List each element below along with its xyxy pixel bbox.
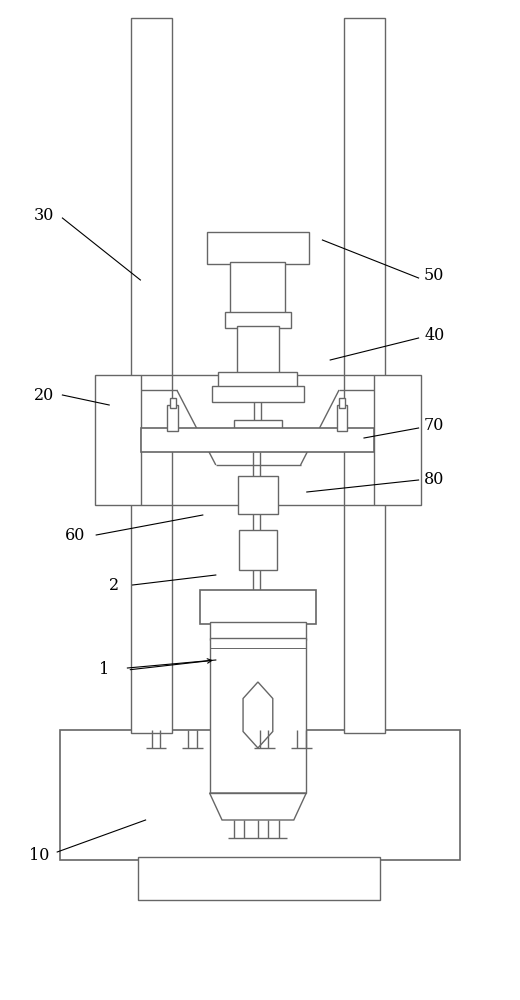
Bar (212, 386, 304, 402)
Bar (234, 420, 282, 434)
Bar (337, 405, 347, 431)
Bar (237, 326, 279, 374)
Bar (339, 398, 345, 408)
Text: 80: 80 (424, 472, 445, 488)
Text: 30: 30 (34, 207, 55, 224)
Text: 60: 60 (65, 526, 86, 544)
Bar (170, 398, 176, 408)
Bar (230, 262, 285, 314)
Bar (238, 476, 278, 514)
Text: 10: 10 (29, 846, 49, 863)
Bar (344, 18, 385, 733)
Text: 2: 2 (109, 576, 120, 593)
Bar (60, 730, 460, 860)
Bar (95, 375, 141, 505)
Bar (210, 638, 306, 793)
Bar (225, 312, 291, 328)
Text: 20: 20 (34, 386, 54, 403)
Bar (239, 530, 277, 570)
Bar (374, 375, 421, 505)
Text: 1: 1 (99, 662, 109, 678)
Text: 70: 70 (424, 416, 445, 434)
Bar (167, 405, 178, 431)
Bar (210, 622, 306, 640)
Bar (207, 232, 309, 264)
Text: 50: 50 (424, 266, 445, 284)
Bar (141, 428, 374, 452)
Bar (200, 590, 316, 624)
Bar (138, 857, 380, 900)
Text: 40: 40 (424, 326, 444, 344)
Bar (131, 18, 172, 733)
Bar (218, 372, 297, 388)
